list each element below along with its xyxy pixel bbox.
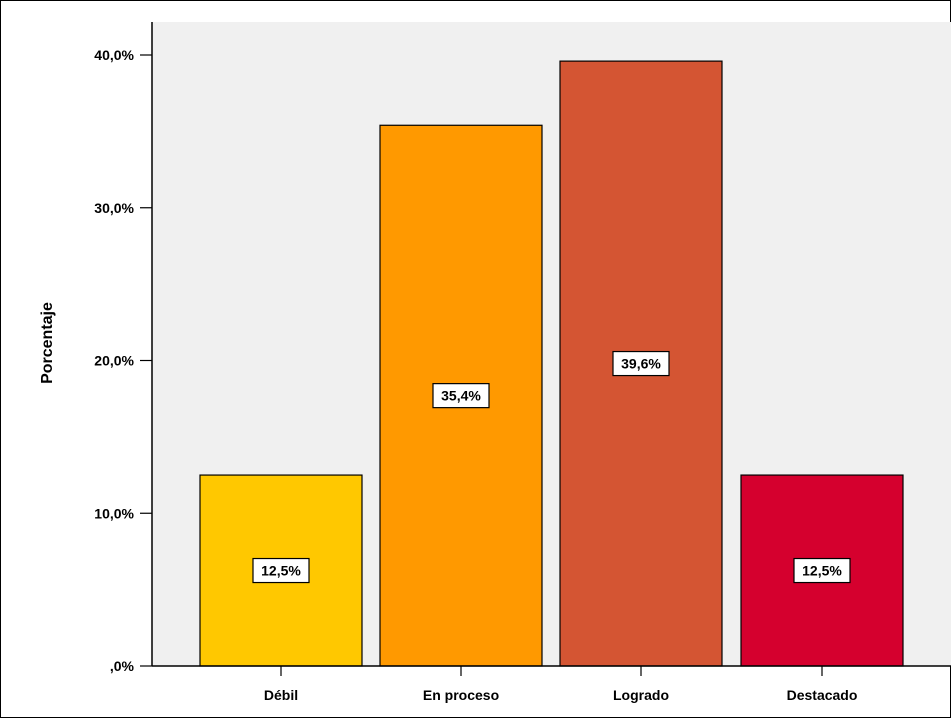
x-tick-label: En proceso xyxy=(423,687,499,703)
y-tick-label: ,0% xyxy=(110,658,135,674)
data-label-box xyxy=(432,383,490,409)
x-ticks-group: Débil En proceso Logrado Destacado xyxy=(264,666,858,703)
data-label: 35,4% xyxy=(432,383,490,409)
data-label: 12,5% xyxy=(252,557,310,584)
y-ticks-group: ,0% 10,0% 20,0% 30,0% 40,0% xyxy=(94,47,152,674)
y-tick-label: 40,0% xyxy=(94,47,134,63)
data-label-text: 12,5% xyxy=(261,563,301,579)
data-labels-group: 12,5% 35,4% 39,6% 12,5% xyxy=(252,350,851,584)
y-axis-label: Porcentaje xyxy=(39,302,56,384)
data-label-box xyxy=(252,557,310,584)
x-tick-label: Logrado xyxy=(613,687,669,703)
data-label-text: 12,5% xyxy=(802,563,842,579)
data-label-box xyxy=(612,350,670,377)
x-tick-label: Débil xyxy=(264,687,298,703)
data-label-text: 35,4% xyxy=(441,388,481,404)
y-tick-label: 10,0% xyxy=(94,505,134,521)
y-tick-label: 20,0% xyxy=(94,353,134,369)
data-label: 39,6% xyxy=(612,350,670,377)
data-label-text: 39,6% xyxy=(621,356,661,372)
y-tick-label: 30,0% xyxy=(94,200,134,216)
data-label: 12,5% xyxy=(793,557,851,584)
data-label-box xyxy=(793,557,851,584)
x-tick-label: Destacado xyxy=(787,687,858,703)
